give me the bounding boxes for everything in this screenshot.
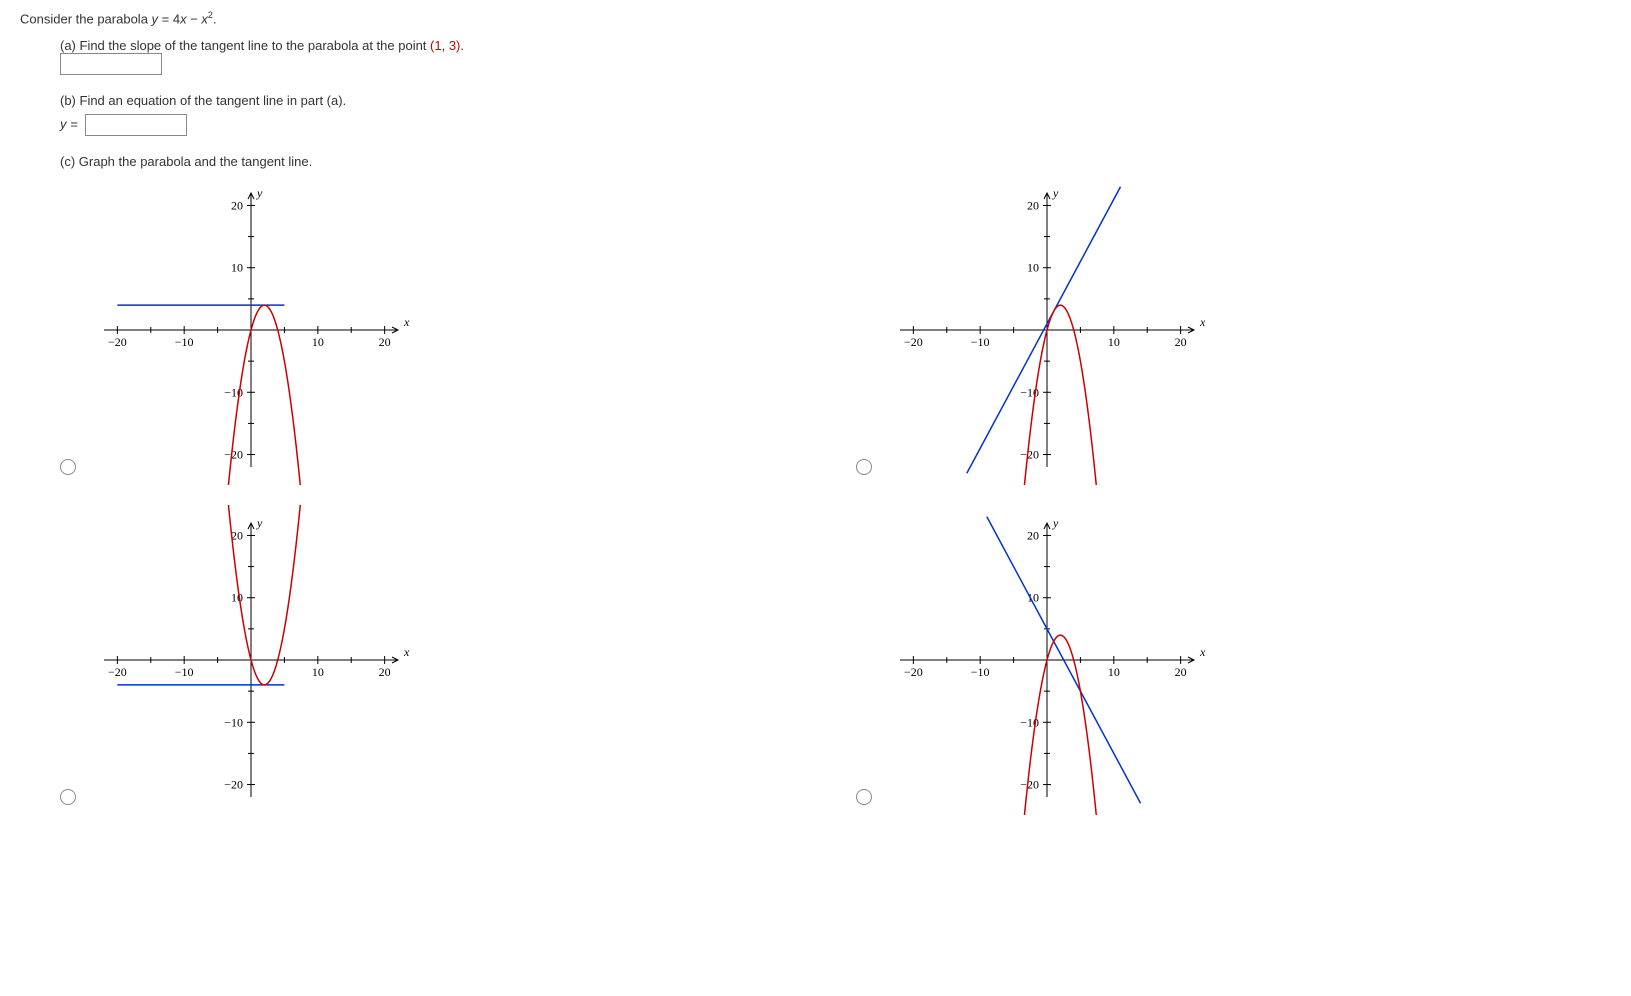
graph-svg-3: −20−101020−20−101020xy xyxy=(86,505,416,815)
graph-option-1: −20−101020−20−101020xy xyxy=(60,175,816,485)
svg-text:−20: −20 xyxy=(224,448,243,462)
part-a-suffix: . xyxy=(460,38,464,53)
eq-minus: − xyxy=(187,11,202,26)
answer-input-a[interactable] xyxy=(60,53,162,75)
svg-text:10: 10 xyxy=(1107,665,1119,679)
graph-svg-2: −20−101020−20−101020xy xyxy=(882,175,1212,485)
part-c: (c) Graph the parabola and the tangent l… xyxy=(60,154,1611,169)
svg-text:−10: −10 xyxy=(175,335,194,349)
graph-svg-4: −20−101020−20−101020xy xyxy=(882,505,1212,815)
svg-text:10: 10 xyxy=(231,261,243,275)
intro-prefix: Consider the parabola xyxy=(20,11,152,26)
part-a-point: (1, 3) xyxy=(430,38,460,53)
answer-input-b[interactable] xyxy=(85,114,187,136)
svg-text:10: 10 xyxy=(1107,335,1119,349)
svg-text:−20: −20 xyxy=(108,665,127,679)
svg-text:x: x xyxy=(1199,645,1206,659)
radio-4[interactable] xyxy=(856,789,872,805)
graph-option-4: −20−101020−20−101020xy xyxy=(856,505,1612,815)
svg-text:−20: −20 xyxy=(1020,778,1039,792)
svg-text:10: 10 xyxy=(231,591,243,605)
svg-text:y: y xyxy=(1052,186,1059,200)
svg-text:y: y xyxy=(256,186,263,200)
graph-option-3: −20−101020−20−101020xy xyxy=(60,505,816,815)
graph-option-2: −20−101020−20−101020xy xyxy=(856,175,1612,485)
svg-text:−10: −10 xyxy=(175,665,194,679)
svg-text:−10: −10 xyxy=(970,665,989,679)
radio-3[interactable] xyxy=(60,789,76,805)
eq-a: 4 xyxy=(173,11,180,26)
svg-text:−20: −20 xyxy=(903,665,922,679)
intro-suffix: . xyxy=(213,11,217,26)
eq-eq: = xyxy=(158,11,173,26)
radio-1[interactable] xyxy=(60,459,76,475)
svg-text:10: 10 xyxy=(312,665,324,679)
svg-text:x: x xyxy=(403,315,410,329)
svg-text:20: 20 xyxy=(379,665,391,679)
svg-text:20: 20 xyxy=(1174,335,1186,349)
svg-text:−20: −20 xyxy=(1020,448,1039,462)
svg-text:10: 10 xyxy=(312,335,324,349)
svg-text:20: 20 xyxy=(1027,529,1039,543)
svg-text:−20: −20 xyxy=(108,335,127,349)
graph-svg-1: −20−101020−20−101020xy xyxy=(86,175,416,485)
graph-grid: −20 −10 10 20 −20 −10 10 20 x y −20 −10 10 20 −20 −10 1… xyxy=(60,175,1611,815)
part-b: (b) Find an equation of the tangent line… xyxy=(60,93,1611,136)
problem-intro: Consider the parabola y = 4x − x2. xyxy=(20,10,1611,26)
svg-text:x: x xyxy=(403,645,410,659)
part-a: (a) Find the slope of the tangent line t… xyxy=(60,38,1611,75)
svg-text:−20: −20 xyxy=(903,335,922,349)
svg-text:10: 10 xyxy=(1027,261,1039,275)
y-equals-label: y = xyxy=(60,117,78,132)
svg-text:20: 20 xyxy=(231,199,243,213)
svg-text:−10: −10 xyxy=(224,716,243,730)
svg-text:−20: −20 xyxy=(224,778,243,792)
svg-text:20: 20 xyxy=(1027,199,1039,213)
part-c-label: (c) Graph the parabola and the tangent l… xyxy=(60,154,1611,169)
part-a-label: (a) Find the slope of the tangent line t… xyxy=(60,38,430,53)
svg-text:20: 20 xyxy=(379,335,391,349)
svg-text:20: 20 xyxy=(1174,665,1186,679)
svg-text:−10: −10 xyxy=(970,335,989,349)
part-b-label: (b) Find an equation of the tangent line… xyxy=(60,93,1611,108)
svg-text:y: y xyxy=(1052,516,1059,530)
svg-text:x: x xyxy=(1199,315,1206,329)
svg-text:y: y xyxy=(256,516,263,530)
radio-2[interactable] xyxy=(856,459,872,475)
